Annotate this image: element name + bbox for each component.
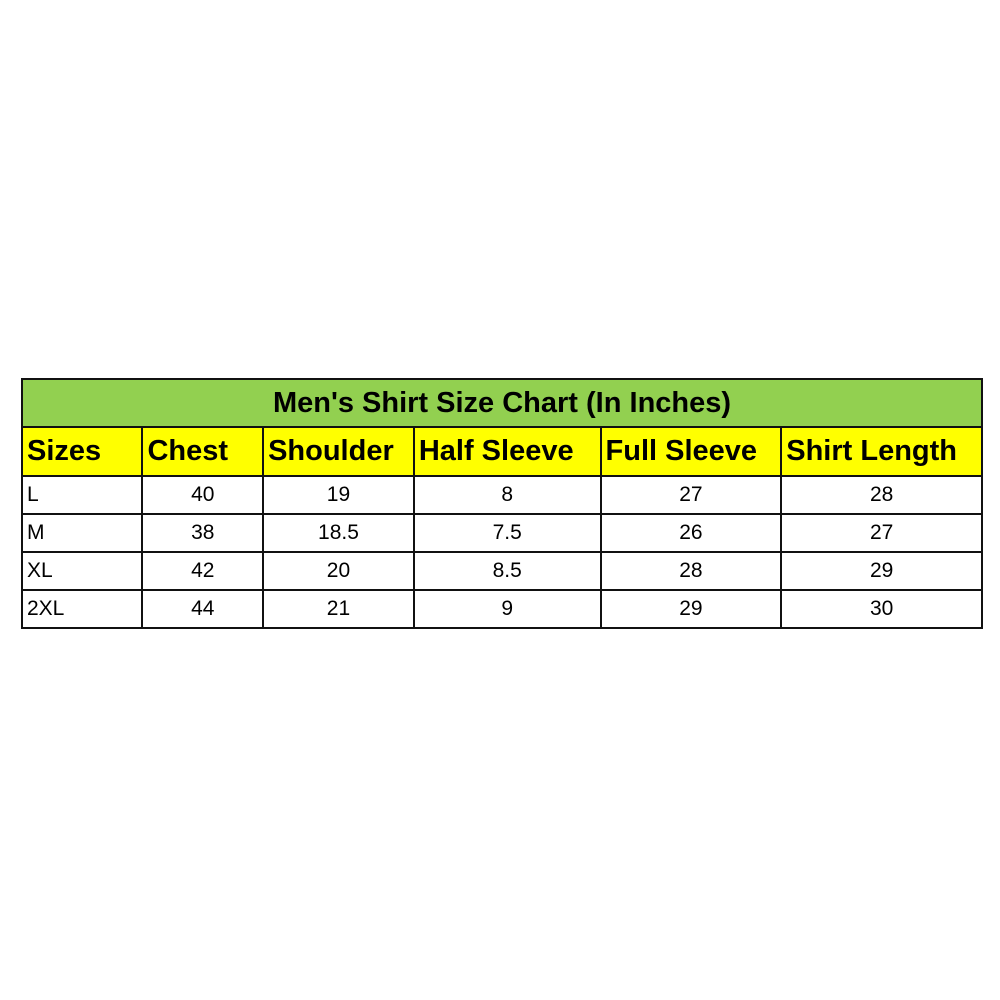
measurement-cell: 27 <box>780 513 983 553</box>
measurement-cell: 8.5 <box>412 551 602 591</box>
table-row: XL 42 20 8.5 28 29 <box>20 551 983 591</box>
size-chart-table: Men's Shirt Size Chart (In Inches) Sizes… <box>20 378 983 629</box>
measurement-cell: 38 <box>141 513 265 553</box>
measurement-cell: 21 <box>262 589 415 629</box>
header-row: Sizes Chest Shoulder Half Sleeve Full Sleeve… <box>20 426 983 477</box>
column-header: Shirt Length <box>780 426 983 477</box>
measurement-cell: 20 <box>262 551 415 591</box>
column-header: Shoulder <box>262 426 415 477</box>
measurement-cell: 19 <box>262 475 415 515</box>
measurement-cell: 26 <box>599 513 783 553</box>
table-row: L 40 19 8 27 28 <box>20 475 983 515</box>
size-cell: L <box>20 475 144 515</box>
size-cell: 2XL <box>20 589 144 629</box>
measurement-cell: 29 <box>780 551 983 591</box>
size-cell: XL <box>20 551 144 591</box>
column-header: Chest <box>141 426 265 477</box>
measurement-cell: 44 <box>141 589 265 629</box>
measurement-cell: 40 <box>141 475 265 515</box>
column-header: Half Sleeve <box>412 426 602 477</box>
title-row: Men's Shirt Size Chart (In Inches) <box>21 378 983 428</box>
table-row: 2XL 44 21 9 29 30 <box>20 589 983 629</box>
measurement-cell: 30 <box>780 589 983 629</box>
measurement-cell: 18.5 <box>262 513 415 553</box>
measurement-cell: 8 <box>412 475 602 515</box>
measurement-cell: 27 <box>599 475 783 515</box>
measurement-cell: 29 <box>599 589 783 629</box>
column-header: Sizes <box>20 426 144 477</box>
measurement-cell: 9 <box>412 589 602 629</box>
measurement-cell: 7.5 <box>412 513 602 553</box>
measurement-cell: 42 <box>141 551 265 591</box>
size-cell: M <box>20 513 144 553</box>
table-title: Men's Shirt Size Chart (In Inches) <box>21 378 983 428</box>
column-header: Full Sleeve <box>599 426 783 477</box>
table-row: M 38 18.5 7.5 26 27 <box>20 513 983 553</box>
measurement-cell: 28 <box>780 475 983 515</box>
measurement-cell: 28 <box>599 551 783 591</box>
